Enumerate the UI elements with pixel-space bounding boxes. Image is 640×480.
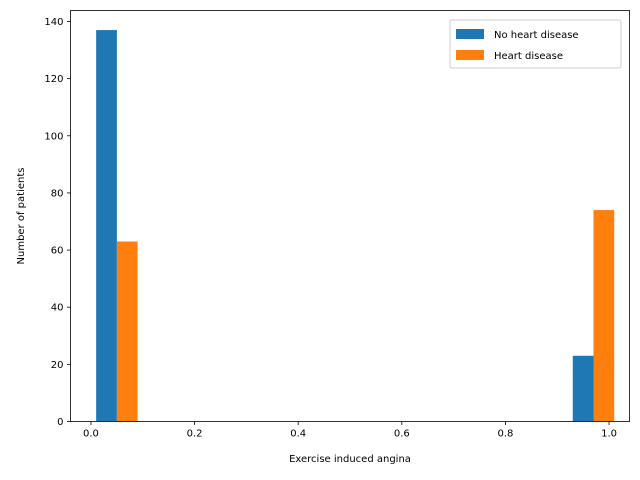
y-tick-label: 40 [51, 303, 64, 314]
bar-series-1-1 [593, 210, 615, 422]
y-tick-label: 100 [44, 131, 63, 142]
x-tick-label: 1.0 [601, 429, 617, 440]
x-ticks: 0.0 0.2 0.4 0.6 0.8 1.0 [83, 421, 617, 440]
y-tick-label: 140 [44, 17, 63, 28]
y-tick-label: 60 [51, 246, 64, 257]
bars-group [96, 30, 615, 422]
x-tick-label: 0.2 [187, 429, 203, 440]
y-ticks: 0 20 40 60 80 100 120 140 [44, 17, 71, 428]
x-tick-label: 0.0 [83, 429, 99, 440]
x-tick-label: 0.4 [290, 429, 306, 440]
x-axis-title: Exercise induced angina [289, 454, 411, 465]
y-tick-label: 0 [57, 417, 63, 428]
legend: No heart disease Heart disease [449, 19, 622, 69]
bar-series-0-1 [572, 355, 594, 422]
legend-label-1: Heart disease [494, 51, 563, 62]
y-tick-label: 20 [51, 360, 64, 371]
legend-box [449, 19, 622, 69]
plot-frame [70, 10, 630, 422]
y-tick-label: 80 [51, 188, 64, 199]
legend-swatch-1 [456, 50, 484, 60]
legend-swatch-0 [456, 29, 484, 39]
x-tick-label: 0.6 [394, 429, 410, 440]
x-tick-label: 0.8 [497, 429, 513, 440]
bar-series-0-0 [96, 30, 117, 422]
y-tick-label: 120 [44, 74, 63, 85]
y-axis-title: Number of patients [16, 168, 27, 265]
bar-series-1-0 [116, 241, 138, 422]
legend-label-0: No heart disease [494, 30, 579, 41]
